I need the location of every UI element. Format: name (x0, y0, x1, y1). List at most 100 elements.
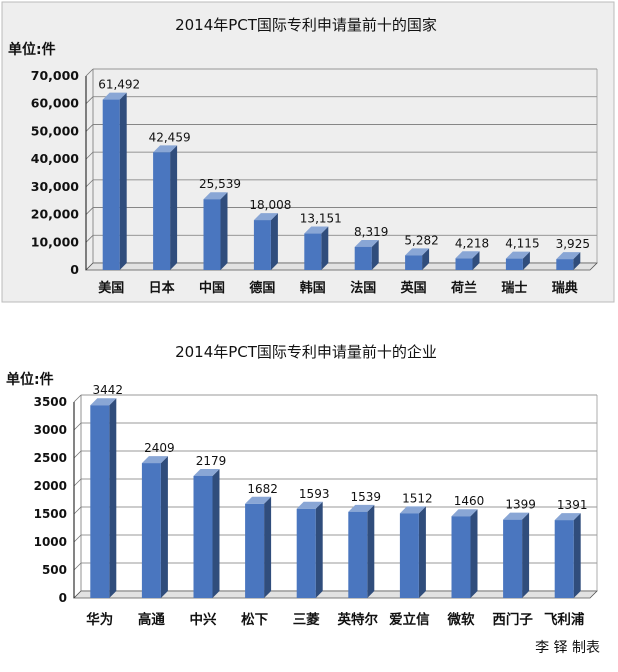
bar-countries (153, 152, 171, 270)
bar-top-companies (451, 509, 478, 517)
unit-label-companies: 单位:件 (6, 371, 54, 388)
y-tick-label-companies: 3500 (34, 395, 67, 409)
gridline-countries (85, 179, 94, 188)
value-label-countries: 61,492 (98, 78, 140, 92)
x-tick-label-countries: 瑞典 (552, 280, 578, 296)
bar-top-companies (503, 512, 530, 520)
x-tick-label-companies: 三菱 (293, 611, 320, 628)
bar-countries (102, 99, 120, 270)
bar-side-companies (367, 504, 375, 598)
bar-top-countries (153, 145, 178, 153)
bar-side-companies (264, 496, 272, 598)
bar-top-countries (556, 252, 581, 260)
value-label-countries: 42,459 (149, 130, 191, 144)
bar-countries (253, 220, 271, 270)
y-tick-label-countries: 40,000 (31, 151, 80, 166)
bar-companies (503, 519, 523, 598)
bar-top-countries (455, 251, 480, 259)
x-tick-label-countries: 瑞士 (501, 280, 527, 296)
bar-side-countries (472, 251, 480, 270)
bar-countries (354, 246, 372, 270)
gridline-companies (73, 422, 82, 431)
x-tick-label-companies: 飞利浦 (544, 611, 585, 628)
bar-countries (203, 199, 221, 270)
value-label-countries: 3,925 (556, 237, 590, 251)
bar-companies (399, 513, 419, 598)
value-label-countries: 5,282 (404, 233, 438, 247)
credit-label: 李 铎 制表 (535, 640, 600, 656)
bar-side-countries (321, 226, 329, 270)
value-label-companies: 2409 (144, 441, 175, 455)
y-tick-label-countries: 30,000 (31, 179, 80, 194)
bar-side-countries (422, 248, 430, 270)
y-tick-label-companies: 2500 (34, 451, 67, 465)
value-label-countries: 4,115 (505, 237, 539, 251)
value-label-companies: 1539 (351, 490, 382, 504)
y-tick-label-companies: 3000 (34, 423, 67, 437)
value-label-companies: 1512 (402, 491, 433, 505)
value-label-countries: 13,151 (300, 212, 342, 226)
bar-side-countries (119, 92, 127, 270)
bar-top-companies (90, 398, 117, 406)
value-label-companies: 2179 (196, 454, 227, 468)
gridline-countries (85, 207, 94, 215)
bar-top-companies (193, 468, 220, 476)
value-label-companies: 1593 (299, 487, 330, 501)
y-tick-label-countries: 10,000 (31, 234, 80, 249)
x-tick-label-companies: 英特尔 (337, 611, 379, 628)
x-tick-label-companies: 爱立信 (389, 611, 430, 628)
y-tick-label-companies: 1500 (34, 507, 67, 521)
bar-top-countries (505, 251, 530, 259)
x-tick-label-companies: 高通 (138, 611, 165, 628)
bar-companies (451, 516, 471, 598)
value-label-countries: 25,539 (199, 177, 241, 191)
x-tick-label-countries: 英国 (400, 280, 427, 296)
bar-side-countries (573, 252, 581, 270)
bar-top-countries (405, 248, 430, 256)
bar-companies (348, 511, 368, 598)
chart-title-countries: 2014年PCT国际专利申请量前十的国家 (175, 16, 437, 34)
x-tick-label-countries: 日本 (149, 280, 175, 296)
bar-side-companies (160, 456, 168, 598)
y-tick-label-companies: 500 (42, 563, 67, 577)
gridline-countries (85, 124, 94, 132)
x-tick-label-companies: 中兴 (190, 611, 217, 628)
bar-side-countries (220, 192, 228, 270)
value-label-companies: 1399 (505, 498, 536, 512)
x-tick-label-companies: 华为 (86, 611, 113, 628)
gridline-countries (85, 68, 94, 77)
x-tick-label-companies: 西门子 (492, 611, 533, 628)
value-label-countries: 18,008 (249, 198, 291, 212)
unit-label-countries: 单位:件 (8, 41, 56, 58)
bar-top-companies (245, 496, 272, 504)
bar-side-countries (170, 145, 178, 270)
x-tick-label-countries: 美国 (98, 280, 124, 296)
gridline-companies (73, 394, 82, 403)
bar-side-companies (418, 506, 426, 598)
bar-companies (193, 475, 213, 598)
y-tick-label-companies: 0 (59, 591, 67, 605)
bar-countries (505, 258, 523, 270)
bar-companies (141, 463, 161, 598)
bar-side-companies (470, 509, 478, 598)
gridline-countries (85, 151, 94, 160)
y-tick-label-companies: 1000 (34, 535, 67, 549)
gridline-countries (85, 235, 94, 243)
bar-top-companies (399, 506, 426, 514)
bar-top-companies (296, 501, 323, 509)
bar-countries (304, 233, 322, 270)
bar-companies (554, 520, 574, 598)
value-label-countries: 4,218 (455, 236, 489, 250)
y-tick-label-countries: 0 (70, 262, 79, 277)
bar-side-companies (315, 501, 323, 598)
gridline-companies (73, 534, 82, 543)
bar-countries (405, 255, 423, 270)
gridline-companies (73, 562, 82, 571)
value-label-countries: 8,319 (354, 225, 388, 239)
gridline-companies (73, 506, 82, 515)
x-tick-label-countries: 法国 (350, 280, 376, 296)
bar-side-countries (522, 251, 530, 270)
chart-title-companies: 2014年PCT国际专利申请量前十的企业 (175, 343, 437, 361)
y-tick-label-countries: 60,000 (31, 96, 80, 111)
